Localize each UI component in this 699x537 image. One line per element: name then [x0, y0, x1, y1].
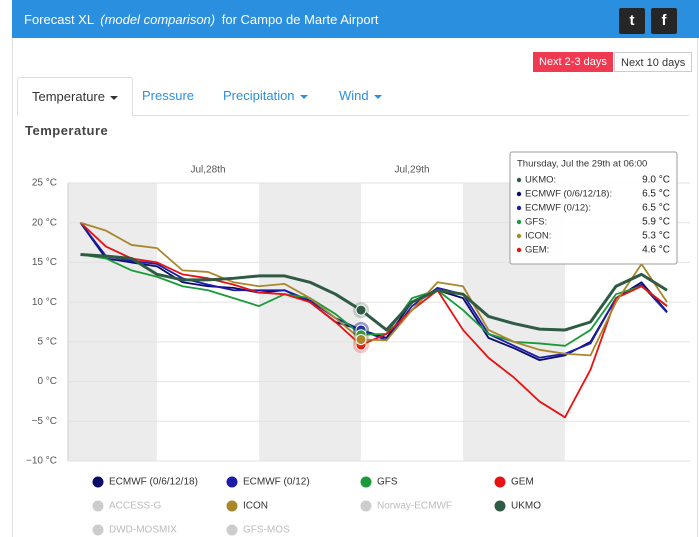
tooltip-name: ICON:: [525, 231, 551, 242]
y-tick-label: 15 °C: [32, 257, 57, 268]
tooltip-value: 9.0 °C: [642, 175, 670, 186]
tooltip-dot: [516, 219, 522, 225]
next-10-days-button[interactable]: Next 10 days: [614, 52, 693, 72]
x-tick-label: Jul,29th: [394, 165, 429, 176]
series-line: [80, 221, 668, 357]
legend-item[interactable]: GFS-MOS: [226, 524, 290, 536]
legend-marker: [360, 476, 372, 488]
tooltip-dot: [516, 177, 522, 183]
tooltip-name: UKMO:: [525, 175, 556, 186]
tab[interactable]: Temperature: [17, 77, 133, 116]
title: Forecast XL: [24, 12, 94, 27]
legend-marker: [226, 524, 238, 536]
twitter-button[interactable]: t: [619, 8, 645, 34]
tooltip-value: 5.9 °C: [642, 217, 670, 228]
tooltip-dot: [516, 247, 522, 253]
tab-label: Temperature: [32, 89, 105, 104]
tooltip-dot: [516, 205, 522, 211]
tab-label: Pressure: [142, 88, 195, 103]
legend-marker: [494, 500, 506, 512]
y-tick-label: 10 °C: [32, 297, 57, 308]
tooltip-dot: [516, 233, 522, 239]
tooltip-value: 6.5 °C: [642, 189, 670, 200]
y-tick-label: 5 °C: [37, 336, 57, 347]
legend-item[interactable]: ICON: [226, 500, 269, 512]
facebook-button[interactable]: f: [651, 8, 677, 34]
tooltip-name: ECMWF (0/6/12/18):: [525, 189, 612, 200]
legend-label: ECMWF (0/12): [243, 477, 310, 488]
subtitle: (model comparison): [100, 12, 216, 27]
next-2-3-days-button[interactable]: Next 2-3 days: [533, 52, 613, 72]
tooltip-value: 4.6 °C: [642, 245, 670, 256]
tabs: Temperature Pressure Precipitation Wind: [17, 77, 689, 116]
legend-item[interactable]: ECMWF (0/6/12/18): [92, 476, 198, 488]
legend-marker: [226, 500, 238, 512]
tooltip-box: [509, 151, 678, 265]
tab[interactable]: Pressure: [128, 77, 208, 115]
tab[interactable]: Precipitation: [209, 77, 322, 115]
x-tick-label: Jul,28th: [190, 165, 225, 176]
location: for Campo de Marte Airport: [221, 12, 379, 27]
legend-item[interactable]: DWD-MOSMIX: [92, 524, 178, 536]
legend-marker: [92, 500, 104, 512]
tooltip-dot: [516, 191, 522, 197]
legend-marker: [494, 476, 506, 488]
y-tick-label: −10 °C: [26, 456, 57, 467]
tooltip-value: 6.5 °C: [642, 203, 670, 214]
legend-item[interactable]: GFS: [360, 476, 398, 488]
y-tick-label: −5 °C: [32, 416, 57, 427]
legend-label: ICON: [243, 501, 268, 512]
legend-marker: [226, 476, 238, 488]
tab-label: Precipitation: [223, 88, 295, 103]
y-tick-label: 0 °C: [37, 376, 57, 387]
frame: [12, 0, 698, 537]
night-band: [68, 183, 157, 461]
tooltip-value: 5.3 °C: [642, 231, 670, 242]
legend-label: DWD-MOSMIX: [109, 525, 177, 536]
legend-label: GFS: [377, 477, 398, 488]
y-tick-label: 20 °C: [32, 217, 57, 228]
legend-label: ECMWF (0/6/12/18): [109, 477, 198, 488]
legend-item[interactable]: Norway-ECMWF: [360, 500, 453, 512]
series-line: [80, 253, 668, 347]
header: Forecast XL (model comparison) for Campo…: [12, 0, 699, 38]
legend-label: GFS-MOS: [243, 525, 290, 536]
legend-item[interactable]: ECMWF (0/12): [226, 476, 310, 488]
tooltip-name: GFS:: [525, 217, 547, 228]
tooltip-name: ECMWF (0/12):: [525, 203, 591, 214]
legend-label: ACCESS-G: [109, 501, 161, 512]
tab[interactable]: Wind: [325, 77, 396, 115]
legend-item[interactable]: GEM: [494, 476, 534, 488]
legend-item[interactable]: UKMO: [494, 500, 542, 512]
legend-marker: [360, 500, 372, 512]
legend-label: UKMO: [511, 501, 541, 512]
legend-marker: [92, 524, 104, 536]
legend-item[interactable]: ACCESS-G: [92, 500, 162, 512]
legend-label: Norway-ECMWF: [377, 501, 452, 512]
tooltip-title: Thursday, Jul the 29th at 06:00: [517, 159, 647, 170]
legend-label: GEM: [511, 477, 534, 488]
hover-point: [355, 333, 367, 345]
section-title: Temperature: [25, 123, 109, 138]
tooltip-name: GEM:: [525, 245, 549, 256]
y-tick-label: 25 °C: [32, 178, 57, 189]
hover-point: [355, 304, 367, 316]
tab-label: Wind: [339, 88, 369, 103]
legend-marker: [92, 476, 104, 488]
series-line: [80, 252, 668, 332]
